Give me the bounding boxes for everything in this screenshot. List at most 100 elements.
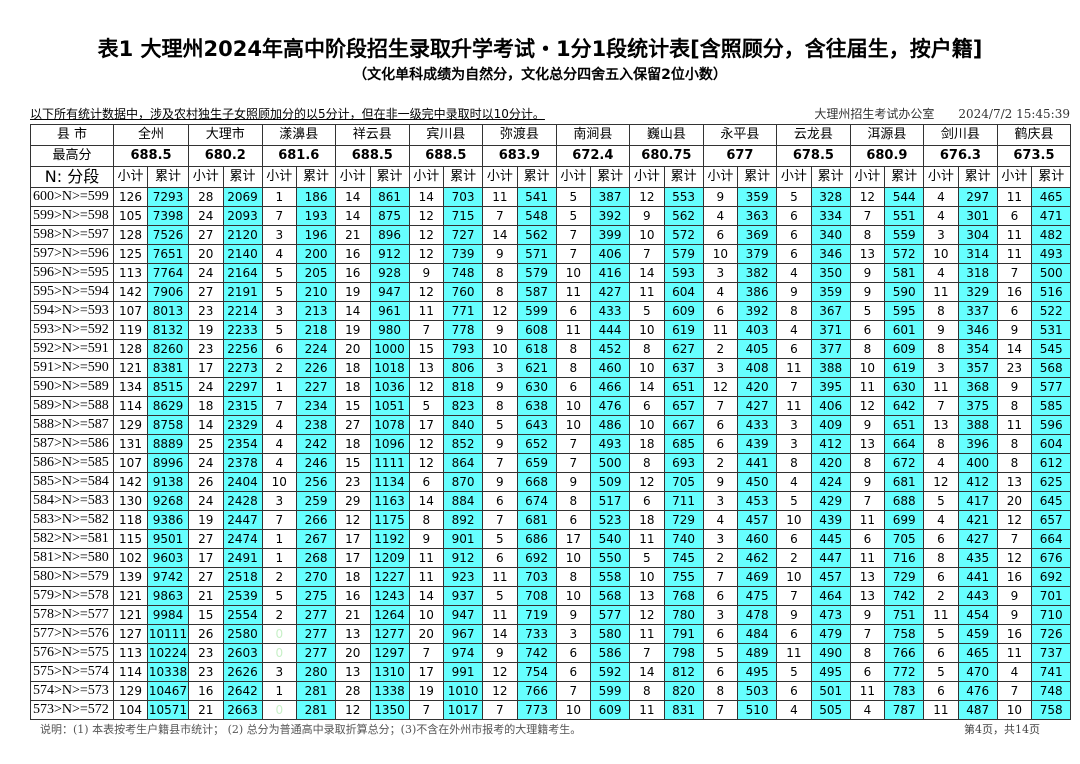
- cumulative-count: 699: [884, 510, 925, 530]
- cumulative-count: 460: [737, 529, 778, 549]
- subtotal-count: 7: [261, 396, 298, 416]
- cumulative-count: 462: [737, 548, 778, 568]
- subtotal-count: 15: [408, 339, 445, 359]
- cumulative-header: 累计: [516, 166, 557, 188]
- subtotal-count: 16: [335, 244, 371, 264]
- cumulative-count: 460: [590, 358, 631, 378]
- cumulative-count: 400: [957, 453, 998, 473]
- subtotal-count: 115: [113, 529, 148, 549]
- max-score: 683.9: [482, 145, 557, 167]
- cumulative-header: 累计: [296, 166, 337, 188]
- cumulative-count: 406: [810, 396, 851, 416]
- cumulative-count: 681: [516, 510, 557, 530]
- cumulative-count: 685: [663, 434, 704, 454]
- cumulative-count: 773: [516, 700, 557, 720]
- cumulative-count: 912: [443, 548, 484, 568]
- cumulative-count: 9863: [146, 586, 190, 606]
- cumulative-count: 729: [884, 567, 925, 587]
- cumulative-count: 346: [957, 320, 998, 340]
- cumulative-count: 268: [296, 548, 337, 568]
- subtotal-count: 10: [555, 415, 592, 435]
- cumulative-count: 500: [1031, 263, 1072, 283]
- score-range: 593>N>=592: [30, 320, 114, 340]
- cumulative-count: 716: [884, 548, 925, 568]
- cumulative-count: 1163: [369, 491, 410, 511]
- score-range: 592>N>=591: [30, 339, 114, 359]
- cumulative-count: 10338: [146, 662, 190, 682]
- cumulative-count: 581: [884, 263, 925, 283]
- cumulative-count: 363: [737, 206, 778, 226]
- subtotal-count: 8: [923, 434, 959, 454]
- cumulative-count: 823: [443, 396, 484, 416]
- cumulative-count: 668: [516, 472, 557, 492]
- cumulative-count: 509: [590, 472, 631, 492]
- subtotal-count: 17: [408, 662, 445, 682]
- subtotal-count: 3: [261, 225, 298, 245]
- cumulative-count: 727: [443, 225, 484, 245]
- cumulative-count: 875: [369, 206, 410, 226]
- subtotal-count: 11: [555, 282, 592, 302]
- cumulative-count: 10571: [146, 700, 190, 720]
- subtotal-count: 7: [482, 453, 518, 473]
- cumulative-count: 433: [737, 415, 778, 435]
- subtotal-count: 11: [482, 187, 518, 207]
- subtotal-count: 7: [996, 263, 1033, 283]
- subtotal-count: 10: [555, 263, 592, 283]
- cumulative-count: 758: [884, 624, 925, 644]
- subtotal-count: 11: [629, 624, 665, 644]
- cumulative-count: 7906: [146, 282, 190, 302]
- table-row: 591>N>=590 121 8381 17 2273 2 226 18 1018 13 806 3 6…: [30, 358, 1072, 378]
- cumulative-count: 1078: [369, 415, 410, 435]
- region-name: 鹤庆县: [996, 124, 1072, 146]
- subtotal-count: 2: [702, 453, 739, 473]
- subtotal-count: 11: [996, 225, 1033, 245]
- subtotal-count: 7: [555, 225, 592, 245]
- subtotal-count: 4: [776, 472, 812, 492]
- subtotal-count: 8: [849, 225, 886, 245]
- subtotal-count: 11: [408, 301, 445, 321]
- subtotal-count: 5: [408, 396, 445, 416]
- subtotal-count: 107: [113, 301, 148, 321]
- cumulative-count: 967: [443, 624, 484, 644]
- cumulative-count: 359: [810, 282, 851, 302]
- cumulative-count: 8889: [146, 434, 190, 454]
- subtotal-count: 3: [261, 301, 298, 321]
- subtotal-count: 6: [923, 529, 959, 549]
- subtotal-count: 7: [702, 567, 739, 587]
- cumulative-count: 719: [516, 605, 557, 625]
- subtotal-count: 0: [261, 624, 298, 644]
- cumulative-count: 2164: [222, 263, 263, 283]
- subtotal-count: 6: [996, 301, 1033, 321]
- subtotal-count: 5: [849, 301, 886, 321]
- cumulative-count: 9268: [146, 491, 190, 511]
- cumulative-count: 1010: [443, 681, 484, 701]
- cumulative-count: 441: [957, 567, 998, 587]
- cumulative-count: 1297: [369, 643, 410, 663]
- cumulative-count: 234: [296, 396, 337, 416]
- subtotal-count: 23: [188, 301, 224, 321]
- cumulative-count: 820: [663, 681, 704, 701]
- subtotal-count: 6: [702, 434, 739, 454]
- subtotal-count: 10: [629, 320, 665, 340]
- cumulative-count: 2214: [222, 301, 263, 321]
- subtotal-count: 5: [776, 491, 812, 511]
- subtotal-count: 1: [261, 187, 298, 207]
- cumulative-count: 551: [884, 206, 925, 226]
- subtotal-count: 7: [702, 396, 739, 416]
- cumulative-count: 701: [1031, 586, 1072, 606]
- subtotal-count: 8: [629, 453, 665, 473]
- subtotal-count: 25: [188, 434, 224, 454]
- cumulative-header: 累计: [222, 166, 263, 188]
- subtotal-count: 13: [849, 586, 886, 606]
- cumulative-count: 403: [737, 320, 778, 340]
- cumulative-count: 7526: [146, 225, 190, 245]
- table-row: 583>N>=582 118 9386 19 2447 7 266 12 1175 8 892 7 68…: [30, 510, 1072, 530]
- subtotal-count: 6: [776, 529, 812, 549]
- subtotal-count: 5: [555, 187, 592, 207]
- cumulative-count: 280: [296, 662, 337, 682]
- subtotal-count: 4: [923, 206, 959, 226]
- subtotal-header: 小计: [113, 166, 148, 188]
- subtotal-count: 10: [849, 358, 886, 378]
- subtotal-count: 10: [702, 244, 739, 264]
- cumulative-count: 337: [957, 301, 998, 321]
